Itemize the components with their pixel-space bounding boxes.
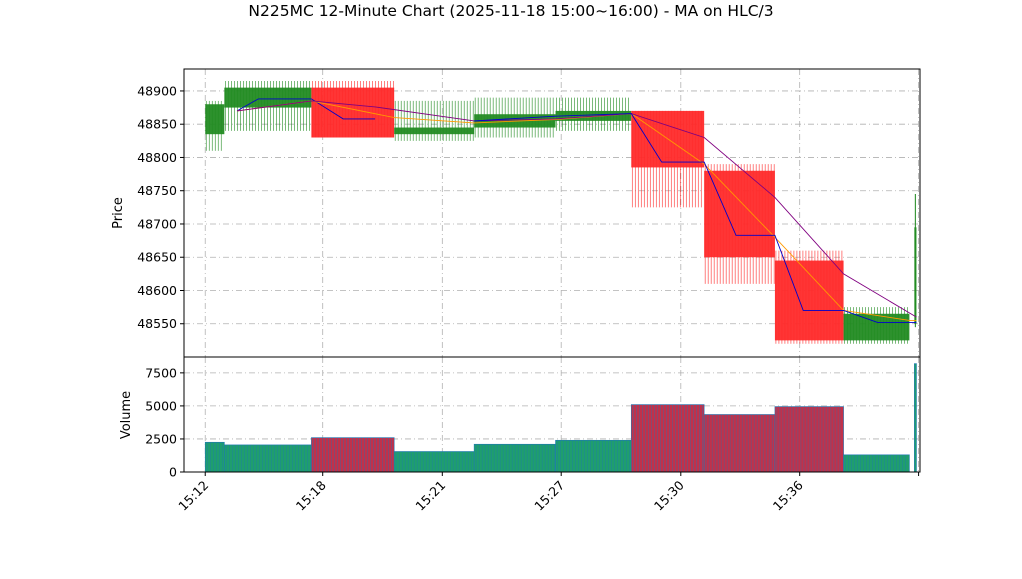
candle-body xyxy=(205,104,225,135)
volume-bar-rect xyxy=(311,437,395,473)
volume-bar-rect xyxy=(914,363,917,473)
volume-bar-rect xyxy=(703,414,776,473)
volume-bar-rect xyxy=(224,444,312,473)
candle-body xyxy=(224,87,312,108)
moving-average-line xyxy=(237,100,917,318)
price-tick-label: 48600 xyxy=(137,283,177,298)
volume-bar-rect xyxy=(204,441,225,473)
volume-bar-rect xyxy=(774,406,844,473)
chart-title: N225MC 12-Minute Chart (2025-11-18 15:00… xyxy=(248,2,773,20)
x-tick-label: 15:30 xyxy=(651,477,687,513)
price-tick-label: 48850 xyxy=(137,117,177,132)
volume-bar xyxy=(843,454,910,473)
volume-axis-label: Volume xyxy=(119,391,134,439)
candle xyxy=(704,164,775,284)
volume-bar xyxy=(473,443,556,473)
candle xyxy=(205,100,225,151)
price-panel: 48550 48600 48650 48700 48750 48800 48850 48900 xyxy=(137,68,921,358)
candle-body xyxy=(311,87,395,138)
volume-bar xyxy=(630,404,705,473)
candle-body xyxy=(774,260,844,341)
x-tick-label: 15:12 xyxy=(175,478,211,514)
price-tick-label: 48550 xyxy=(137,316,177,331)
x-axis: 15:12 15:18 15:21 15:27 15:30 15:36 xyxy=(175,472,920,514)
volume-bar xyxy=(774,406,844,473)
volume-bar xyxy=(311,437,395,473)
candle xyxy=(843,307,910,344)
candle xyxy=(394,100,475,141)
price-tick-label: 48700 xyxy=(137,216,177,231)
candle-body xyxy=(704,170,775,258)
candle-body xyxy=(914,227,917,324)
x-tick-label: 15:36 xyxy=(770,477,806,513)
volume-bar xyxy=(555,439,632,473)
volume-bar xyxy=(703,414,776,473)
price-axis-label: Price xyxy=(111,197,126,229)
x-tick-label: 15:18 xyxy=(293,477,329,513)
price-tick-label: 48650 xyxy=(137,250,177,265)
price-tick-label: 48750 xyxy=(137,183,177,198)
moving-average-line xyxy=(236,98,376,120)
candle xyxy=(914,194,917,328)
candle xyxy=(311,80,395,138)
volume-bar xyxy=(393,451,475,473)
volume-tick-label: 2500 xyxy=(145,431,177,446)
volume-tick-label: 7500 xyxy=(145,365,177,380)
volume-tick-label: 0 xyxy=(169,465,177,480)
volume-bar xyxy=(224,444,312,473)
candle xyxy=(474,97,556,138)
candle xyxy=(224,80,312,131)
candle xyxy=(774,250,844,344)
price-tick-label: 48800 xyxy=(137,150,177,165)
candle-body xyxy=(843,313,910,341)
volume-bar-rect xyxy=(473,443,556,473)
x-tick-label: 15:27 xyxy=(531,478,567,514)
x-tick-label: 15:21 xyxy=(412,478,448,514)
volume-tick-label: 5000 xyxy=(145,398,177,413)
price-tick-label: 48900 xyxy=(137,83,177,98)
volume-panel-frame xyxy=(183,356,921,473)
moving-average-line xyxy=(474,113,917,323)
volume-bar xyxy=(914,363,917,473)
volume-bar xyxy=(204,441,225,473)
candle-body xyxy=(394,127,475,135)
volume-panel: 0 2500 5000 7500 xyxy=(145,356,921,480)
